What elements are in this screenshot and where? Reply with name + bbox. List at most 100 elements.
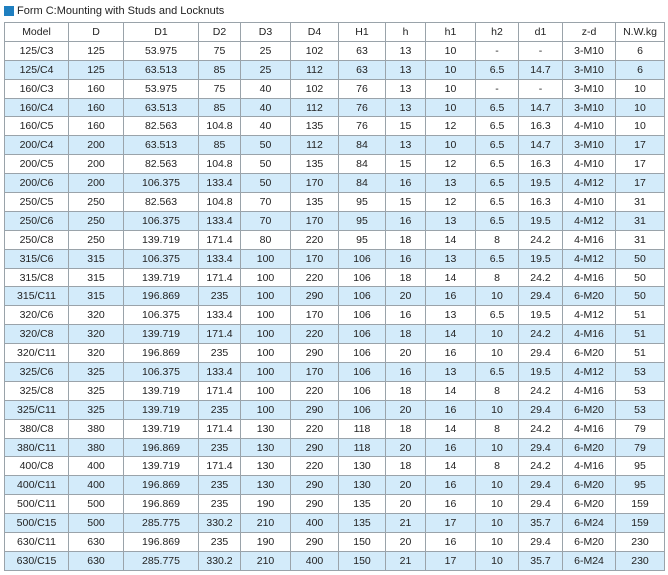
table-cell: 118	[338, 418, 386, 439]
table-cell: 100	[240, 324, 291, 345]
table-cell: 325	[68, 362, 124, 382]
table-row: 380/C8 380 139.719 171.4 130 220 118 18 14 8 24.2 4…	[4, 418, 665, 439]
table-cell: 196.869	[123, 286, 199, 307]
table-cell: 104.8	[198, 192, 241, 212]
table-cell: 200/C6	[4, 173, 69, 194]
table-cell: 170	[290, 248, 339, 269]
table-row: 250/C8 250 139.719 171.4 80 220 95 18 14 8 24.2 4-M…	[4, 229, 665, 250]
table-cell: 106	[338, 399, 386, 420]
table-cell: 106.375	[123, 362, 199, 382]
title-icon	[4, 6, 14, 16]
table-cell: 4-M12	[562, 248, 616, 269]
table-cell: 14	[425, 418, 476, 439]
table-cell: 130	[240, 437, 291, 458]
table-cell: 20	[385, 399, 426, 420]
table-cell: 320	[68, 305, 124, 326]
table-cell: 53	[615, 380, 665, 401]
table-cell: 320	[68, 324, 124, 345]
table-cell: 10	[475, 494, 519, 515]
table-cell: 20	[385, 475, 426, 496]
table-cell: 6-M20	[562, 437, 616, 458]
table-cell: 4-M12	[562, 305, 616, 326]
table-row: 320/C11 320 196.869 235 100 290 106 20 16 10 29.4 6…	[4, 343, 665, 364]
table-cell: 150	[338, 550, 386, 571]
table-cell: 250	[68, 210, 124, 231]
table-row: 200/C6 200 106.375 133.4 50 170 84 16 13 6.5 19.5 4…	[4, 173, 665, 194]
table-cell: 76	[338, 78, 386, 99]
table-row: 500/C15 500 285.775 330.2 210 400 135 21 17 10 35.…	[4, 513, 665, 534]
table-row: 630/C11 630 196.869 235 190 290 150 20 16 10 29.4 6…	[4, 532, 665, 552]
table-cell: 24.2	[518, 380, 563, 401]
table-cell: 12	[425, 116, 476, 137]
table-cell: 106.375	[123, 173, 199, 194]
table-row: 160/C4 160 63.513 85 40 112 76 13 10 6.5 14.7 3-M10…	[4, 97, 665, 118]
table-cell: 170	[290, 362, 339, 382]
table-cell: h	[385, 22, 426, 42]
table-cell: 210	[240, 550, 291, 571]
table-cell: 84	[338, 173, 386, 194]
table-cell: 6-M20	[562, 475, 616, 496]
table-cell: 95	[338, 210, 386, 231]
table-cell: 50	[240, 154, 291, 175]
table-cell: 24.2	[518, 456, 563, 477]
table-cell: 235	[198, 437, 241, 458]
table-cell: 3-M10	[562, 59, 616, 80]
table-cell: 13	[425, 173, 476, 194]
table-cell: 53	[615, 362, 665, 382]
table-cell: 19.5	[518, 173, 563, 194]
table-row: 325/C11 325 139.719 235 100 290 106 20 16 10 29.4 6…	[4, 399, 665, 420]
table-cell: 16	[385, 173, 426, 194]
table-cell: 250/C5	[4, 192, 69, 212]
table-cell: 16.3	[518, 116, 563, 137]
table-cell: 4-M12	[562, 210, 616, 231]
table-cell: 171.4	[198, 267, 241, 288]
table-cell: 130	[240, 418, 291, 439]
table-row: 400/C11 400 196.869 235 130 290 130 20 16 10 29.4 6…	[4, 475, 665, 496]
table-cell: 106.375	[123, 305, 199, 326]
table-cell: 8	[475, 456, 519, 477]
table-cell: 14	[425, 324, 476, 345]
table-cell: 82.563	[123, 116, 199, 137]
table-cell: 40	[240, 97, 291, 118]
table-cell: 315	[68, 248, 124, 269]
table-cell: D3	[240, 22, 291, 42]
table-cell: 6.5	[475, 116, 519, 137]
table-cell: 171.4	[198, 380, 241, 401]
table-row: 200/C5 200 82.563 104.8 50 135 84 15 12 6.5 16.3 4-…	[4, 154, 665, 175]
table-cell: 290	[290, 343, 339, 364]
table-cell: 150	[338, 532, 386, 552]
table-cell: 106	[338, 362, 386, 382]
table-cell: 13	[425, 305, 476, 326]
table-cell: 290	[290, 494, 339, 515]
table-cell: H1	[338, 22, 386, 42]
table-cell: 15	[385, 116, 426, 137]
table-cell: 200	[68, 154, 124, 175]
table-cell: 40	[240, 116, 291, 137]
table-cell: 6	[615, 59, 665, 80]
table-cell: 235	[198, 343, 241, 364]
table-cell: 31	[615, 229, 665, 250]
spec-table: Model D D1 D2 D3 D4 H1 h h1 h2 d1 z-d N.W.kg 125/C3 12…	[4, 22, 665, 571]
table-cell: 290	[290, 475, 339, 496]
table-cell: 20	[385, 343, 426, 364]
table-cell: d1	[518, 22, 563, 42]
table-cell: 40	[240, 78, 291, 99]
table-cell: 190	[240, 532, 291, 552]
table-cell: 95	[338, 192, 386, 212]
table-cell: 220	[290, 418, 339, 439]
table-cell: 24.2	[518, 267, 563, 288]
table-cell: 17	[615, 154, 665, 175]
table-cell: 135	[290, 154, 339, 175]
table-cell: 50	[240, 135, 291, 156]
table-cell: 133.4	[198, 362, 241, 382]
table-cell: N.W.kg	[615, 22, 665, 42]
table-cell: 500/C15	[4, 513, 69, 534]
table-cell: 4-M16	[562, 456, 616, 477]
table-cell: 171.4	[198, 418, 241, 439]
table-cell: 170	[290, 305, 339, 326]
table-cell: 17	[615, 173, 665, 194]
table-cell: 139.719	[123, 229, 199, 250]
table-cell: 4-M12	[562, 362, 616, 382]
table-cell: 82.563	[123, 192, 199, 212]
table-cell: 3-M10	[562, 97, 616, 118]
